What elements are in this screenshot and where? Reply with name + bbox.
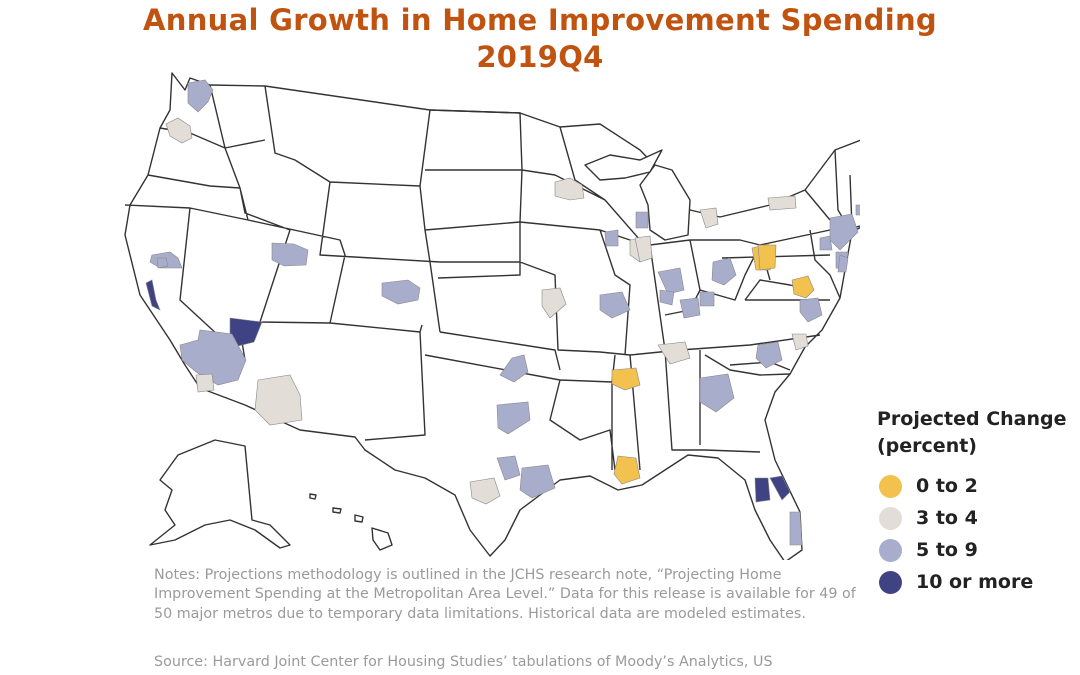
metro-area [829,213,859,251]
metro-area [469,477,501,505]
metro-area [769,475,791,501]
source-text: Source: Harvard Joint Center for Housing… [154,654,773,670]
metro-area [613,455,641,485]
metro-area [195,373,215,393]
metro-area [271,242,309,267]
michigan-outline [639,164,691,241]
metro-area [499,354,529,383]
metro-area [799,297,823,323]
metro-area [254,374,303,426]
metro-area [145,279,161,311]
metro-areas [145,79,860,546]
metro-area [757,244,777,271]
us-metro-map [124,72,860,560]
legend-item-10-or-more: 10 or more [877,566,1077,598]
metro-area [187,79,214,113]
legend-swatch-0-to-2 [879,474,902,498]
metro-area [659,289,675,306]
metro-area [519,464,556,499]
metro-area [381,279,421,305]
hawaii-kauai [309,493,317,500]
metro-area [767,195,797,211]
metro-area [604,229,619,247]
metro-area [496,401,531,435]
legend: Projected Change (percent) 0 to 2 3 to 4… [877,406,1077,598]
legend-label-10-or-more: 10 or more [916,571,1034,593]
metro-area [679,297,701,319]
metro-area [754,477,771,503]
metro-area [165,117,193,144]
metro-area [791,333,809,351]
metro-area [791,275,815,299]
metro-area [657,267,685,295]
legend-item-5-to-9: 5 to 9 [877,534,1077,566]
legend-swatch-3-to-4 [879,506,902,530]
metro-area [657,341,691,365]
map-title: Annual Growth in Home Improvement Spendi… [143,3,937,37]
metro-area [156,257,169,269]
legend-title-line2: (percent) [877,435,977,457]
state-outlines [124,72,860,560]
metro-area [699,291,715,307]
metro-area [611,367,641,391]
legend-title: Projected Change (percent) [877,406,1077,460]
legend-title-line1: Projected Change [877,408,1067,430]
legend-swatch-10-or-more [879,570,902,594]
hawaii-oahu [332,507,342,514]
metro-area [229,317,263,347]
metro-area [496,455,521,481]
metro-area [789,511,803,546]
metro-area [599,291,631,319]
legend-swatch-5-to-9 [879,538,902,562]
michigan-upper-outline [584,149,663,181]
metro-area [837,254,849,273]
metro-area [819,235,833,251]
metro-area [711,257,737,286]
hawaii-maui [354,514,364,523]
legend-label-5-to-9: 5 to 9 [916,539,978,561]
legend-label-3-to-4: 3 to 4 [916,507,978,529]
legend-label-0-to-2: 0 to 2 [916,475,978,497]
metro-area [699,207,719,229]
alaska-outline [149,439,291,549]
metro-area [634,235,653,263]
metro-area [635,211,649,229]
map-subtitle: 2019Q4 [476,40,604,74]
metro-area [855,204,860,216]
legend-item-3-to-4: 3 to 4 [877,502,1077,534]
metro-area [554,177,585,201]
metro-area [541,287,567,319]
metro-area [179,329,247,386]
hawaii-island [371,527,393,551]
metro-area [755,341,783,369]
notes-text: Notes: Projections methodology is outlin… [154,567,856,622]
metro-area [699,373,735,413]
legend-item-0-to-2: 0 to 2 [877,470,1077,502]
